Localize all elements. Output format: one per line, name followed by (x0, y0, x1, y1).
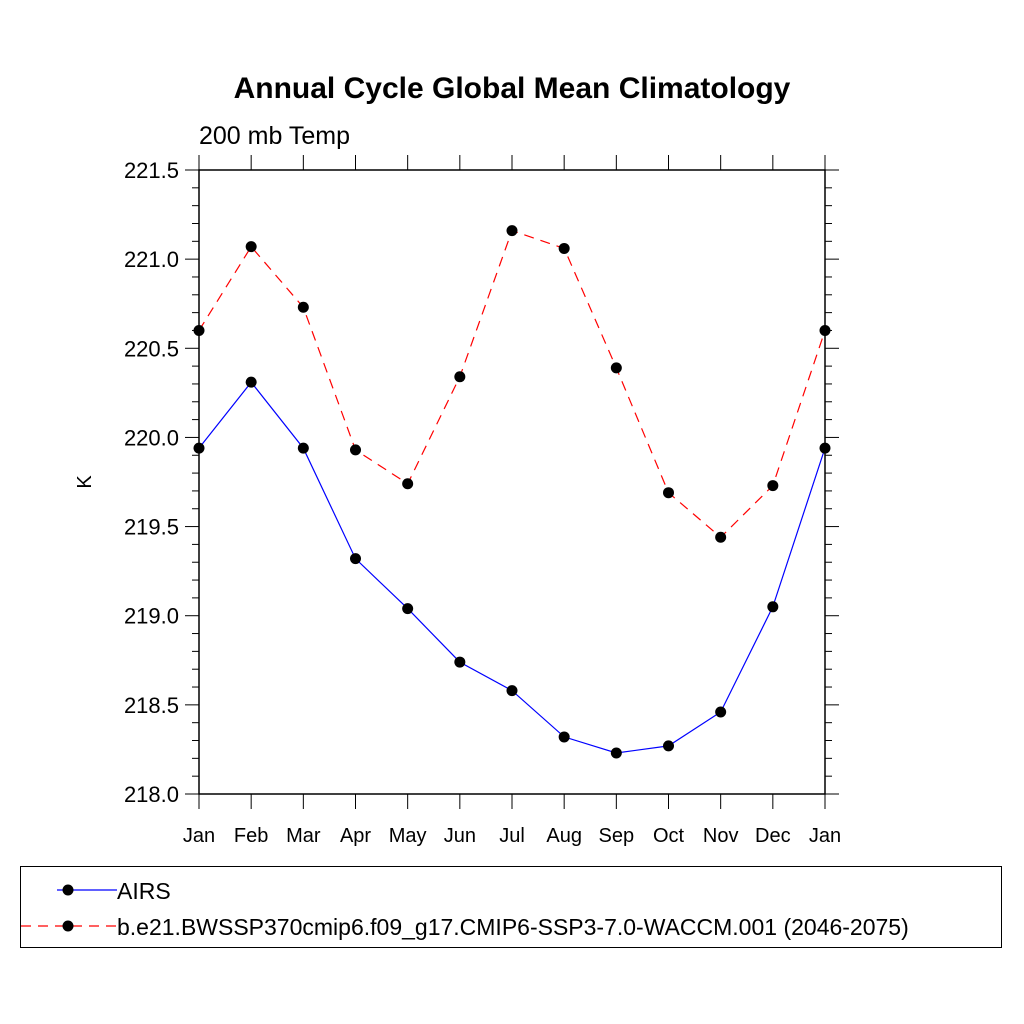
x-tick-label: Aug (546, 825, 582, 847)
x-tick-label: Nov (703, 825, 739, 847)
y-tick-label: 218.5 (124, 693, 179, 718)
x-tick-label: Jan (183, 825, 215, 847)
x-tick-label: Jul (499, 825, 525, 847)
x-tick-label: Jan (809, 825, 841, 847)
y-tick-label: 221.5 (124, 158, 179, 183)
x-tick-label: May (389, 825, 427, 847)
series-1-point (767, 480, 779, 492)
series-0-point (558, 731, 570, 743)
legend-swatch-airs (57, 884, 117, 896)
x-tick-label: Sep (599, 825, 635, 847)
y-tick-label: 219.5 (124, 515, 179, 540)
series-0-point (610, 747, 622, 759)
x-tick-label: Apr (340, 825, 371, 847)
y-tick-label: 218.0 (124, 782, 179, 807)
x-tick-label: Feb (234, 825, 268, 847)
y-tick-label: 220.0 (124, 425, 179, 450)
series-0-point (506, 685, 518, 697)
series-0-point (297, 442, 309, 454)
series-1-point (506, 225, 518, 237)
series-1-point (402, 478, 414, 490)
series-1-point (715, 531, 727, 543)
legend-swatch-model (21, 920, 117, 932)
series-1-point (558, 242, 570, 254)
line-chart: Annual Cycle Global Mean Climatology 200… (74, 72, 841, 847)
series-0-point (663, 740, 674, 752)
series-0-point (715, 706, 727, 718)
chart-subtitle: 200 mb Temp (199, 122, 350, 150)
series-1-point (454, 371, 466, 383)
series-1-point (350, 444, 361, 456)
y-tick-label: 219.0 (124, 604, 179, 629)
series-0-point (350, 553, 361, 565)
series-0-point (402, 603, 414, 615)
x-tick-label: Oct (653, 825, 685, 847)
legend-label-airs: AIRS (117, 878, 171, 904)
y-tick-label: 220.5 (124, 336, 179, 361)
series-0-point (245, 376, 257, 388)
y-axis-label: K (74, 475, 96, 489)
chart-title: Annual Cycle Global Mean Climatology (234, 72, 791, 105)
series-0-point (454, 656, 466, 668)
series-1-point (610, 362, 622, 374)
tick-labels: 218.0 218.5 219.0 219.5 220.0 220.5 221.0 221.5… (124, 158, 841, 847)
legend-item-airs: AIRS (21, 875, 1001, 905)
y-tick-label: 221.0 (124, 247, 179, 272)
plot-frame (198, 169, 826, 795)
series-1-point (663, 487, 674, 499)
x-tick-label: Jun (444, 825, 476, 847)
legend-label-model: b.e21.BWSSP370cmip6.f09_g17.CMIP6-SSP3-7… (117, 914, 909, 940)
legend-item-model: b.e21.BWSSP370cmip6.f09_g17.CMIP6-SSP3-7… (21, 911, 1001, 941)
x-tick-label: Dec (755, 825, 791, 847)
series-0-point (767, 601, 779, 613)
series-line-1 (198, 229, 826, 539)
x-tick-label: Mar (286, 825, 321, 847)
axis-ticks (185, 155, 839, 809)
series-1-point (297, 301, 309, 313)
series-line-0 (198, 381, 826, 754)
series-1-point (245, 241, 257, 253)
series-layer (193, 225, 831, 759)
legend: AIRS b.e21.BWSSP370cmip6.f09_g17.CMIP6-S… (20, 866, 1002, 948)
